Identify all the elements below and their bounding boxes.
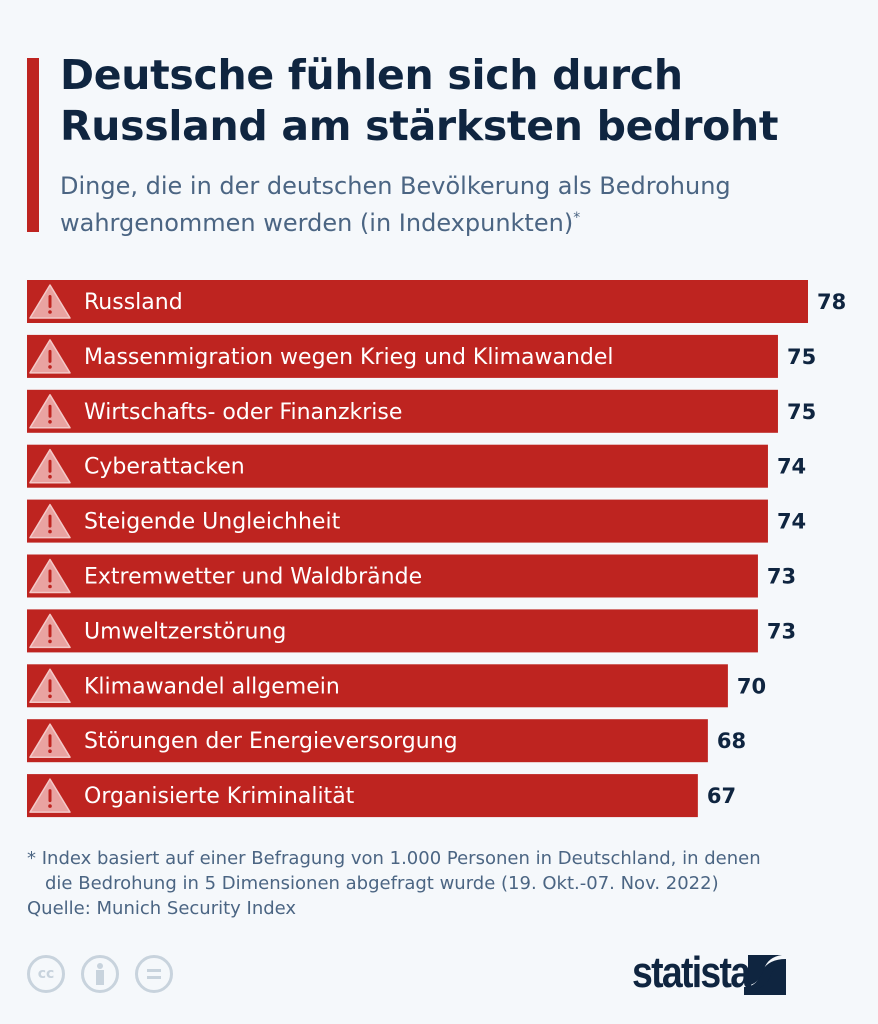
subtitle-footnote-marker: * (573, 210, 581, 226)
bar (27, 444, 768, 488)
warning-triangle-icon (29, 668, 71, 704)
bar-group: Steigende Ungleichheit 74 (27, 499, 806, 543)
warning-triangle-icon (29, 284, 71, 319)
bar-group: Klimawandel allgemein 70 (27, 664, 766, 708)
bar (27, 719, 708, 763)
bar-label: Störungen der Energieversorgung (84, 729, 458, 754)
warning-triangle-icon (29, 613, 71, 649)
attribution-icon[interactable] (81, 955, 119, 993)
bar-group: Organisierte Kriminalität 67 (27, 774, 736, 818)
warning-triangle-icon (29, 723, 71, 758)
bar (27, 280, 808, 323)
value-label: 74 (777, 455, 806, 479)
cc-icon[interactable]: cc (27, 955, 65, 993)
bar-label: Organisierte Kriminalität (84, 784, 355, 809)
statista-logo-icon (744, 951, 787, 995)
value-label: 78 (817, 290, 846, 314)
value-label: 75 (787, 345, 816, 369)
bar (27, 664, 728, 708)
value-label: 70 (737, 674, 766, 698)
bar-group: Umweltzerstörung 73 (27, 609, 796, 653)
logo-text: statista (632, 948, 751, 997)
warning-triangle-icon (29, 778, 71, 813)
warning-triangle-icon (29, 558, 71, 594)
page-subtitle: Dinge, die in der deutschen Bevölkerung … (60, 170, 860, 239)
page-title: Deutsche fühlen sich durch Russland am s… (60, 51, 779, 150)
no-derivatives-icon[interactable] (135, 955, 173, 993)
bar-label: Klimawandel allgemein (84, 674, 340, 699)
bar (27, 774, 698, 818)
source-text: Quelle: Munich Security Index (27, 898, 297, 919)
bar-label: Massenmigration wegen Krieg und Klimawan… (84, 345, 614, 370)
warning-triangle-icon (29, 394, 71, 429)
bar (27, 499, 768, 543)
bar (27, 334, 778, 378)
warning-triangle-icon (29, 503, 71, 539)
value-label: 68 (717, 729, 746, 753)
bar-label: Wirtschafts- oder Finanzkrise (84, 400, 402, 425)
cc-icon-text: cc (37, 966, 55, 982)
bar (27, 389, 778, 433)
footnote-line-2: die Bedrohung in 5 Dimensionen abgefragt… (45, 873, 719, 894)
bar-label: Russland (84, 290, 183, 315)
value-label: 75 (787, 400, 816, 424)
bar-group: Russland 78 (27, 280, 846, 323)
bar-group: Extremwetter und Waldbrände 73 (27, 554, 796, 598)
warning-triangle-icon (29, 448, 71, 484)
bar (27, 554, 758, 598)
value-label: 73 (767, 619, 796, 643)
title-accent-bar (27, 58, 39, 232)
bar-group: Massenmigration wegen Krieg und Klimawan… (27, 334, 816, 378)
bar-group: Störungen der Energieversorgung 68 (27, 719, 746, 763)
footnote: * Index basiert auf einer Befragung von … (27, 846, 857, 921)
bar-label: Steigende Ungleichheit (84, 510, 341, 535)
bar-label: Cyberattacken (84, 455, 245, 480)
bar-label: Umweltzerstörung (84, 619, 286, 644)
value-label: 67 (707, 784, 736, 808)
statista-logo[interactable]: statista (632, 948, 787, 998)
bar-group: Cyberattacken 74 (27, 444, 806, 488)
bar-chart: Russland 78 Massenmigration wegen Krieg un… (27, 280, 846, 818)
value-label: 74 (777, 510, 806, 534)
footnote-line-1: * Index basiert auf einer Befragung von … (27, 848, 761, 869)
value-label: 73 (767, 565, 796, 589)
bar-label: Extremwetter und Waldbrände (84, 565, 422, 590)
subtitle-text: Dinge, die in der deutschen Bevölkerung … (60, 172, 731, 237)
bar (27, 609, 758, 653)
bar-group: Wirtschafts- oder Finanzkrise 75 (27, 389, 816, 433)
warning-triangle-icon (29, 339, 71, 374)
